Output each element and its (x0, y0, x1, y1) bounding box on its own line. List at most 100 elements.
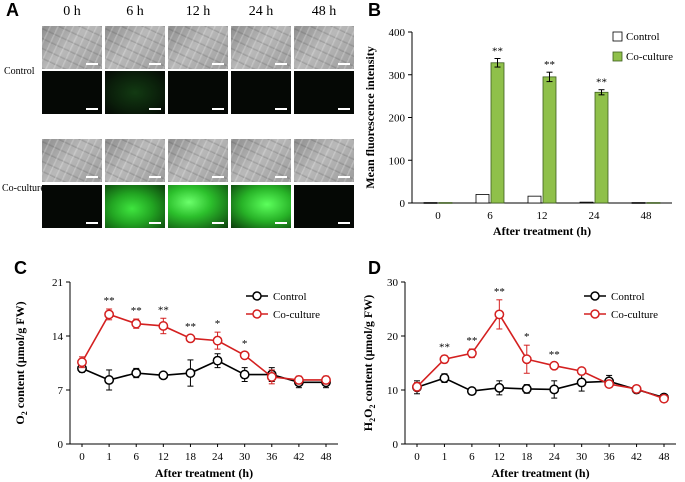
significance-marker: ** (131, 305, 142, 317)
micrograph-coculture-fl-48h (294, 185, 354, 228)
bar-control (631, 202, 646, 204)
legend-marker-coculture (252, 309, 262, 319)
x-tick-label: 1 (442, 451, 448, 463)
y-axis-title-sub: 2 (368, 418, 377, 422)
data-point-coculture (412, 381, 422, 392)
x-tick-label: 0 (79, 451, 85, 463)
significance-marker: ** (549, 349, 560, 361)
x-tick-label: 24 (212, 451, 224, 463)
data-point-coculture (104, 309, 115, 320)
data-point-control (185, 368, 196, 378)
y-tick-label: 300 (389, 70, 406, 82)
x-tick-label: 12 (537, 210, 548, 222)
time-label-6h: 6 h (126, 4, 144, 19)
x-tick-label: 18 (521, 451, 533, 463)
x-axis-title: After treatment (h) (155, 466, 253, 480)
time-label-24h: 24 h (248, 4, 274, 19)
significance-marker: ** (596, 77, 607, 89)
data-point-control (104, 375, 115, 385)
panel-b-letter: B (368, 0, 381, 20)
data-point-coculture (158, 321, 169, 331)
micrograph-coculture-bf-6h (105, 139, 165, 182)
panel-a-letter: A (6, 0, 19, 20)
significance-marker: ** (544, 59, 555, 71)
data-point-coculture (549, 360, 560, 371)
row-label-control: Control (4, 66, 35, 77)
data-point-control (576, 377, 587, 388)
micrograph-coculture-bf-24h (231, 139, 291, 182)
significance-marker: ** (494, 286, 505, 298)
panel-c-letter: C (14, 258, 27, 278)
x-tick-label: 48 (641, 210, 653, 222)
y-tick-label: 30 (387, 277, 399, 289)
legend-marker-coculture (590, 309, 600, 319)
data-point-control (549, 384, 560, 395)
y-tick-label: 0 (393, 439, 399, 451)
data-point-coculture (212, 335, 223, 346)
micrograph-coculture-bf-0h (42, 139, 102, 182)
x-tick-label: 18 (185, 451, 197, 463)
micrograph-coculture-fl-24h (231, 185, 291, 228)
y-axis-title-sub: 2 (20, 411, 29, 415)
bar-control (423, 202, 438, 204)
data-point-coculture (239, 350, 250, 361)
bar-control (527, 195, 542, 204)
micrograph-coculture-fl-12h (168, 185, 228, 228)
significance-marker: ** (104, 295, 115, 307)
x-tick-label: 30 (239, 451, 251, 463)
series-line-control (416, 377, 665, 399)
bar-coculture (594, 91, 609, 204)
legend-label-coculture: Co-culture (611, 309, 658, 321)
data-point-coculture (131, 318, 142, 329)
x-tick-label: 0 (414, 451, 420, 463)
y-tick-label: 21 (52, 277, 63, 289)
y-axis-title: H2O2 content (μmol/g FW) (361, 295, 377, 431)
y-axis-title-rest: content (μmol/g FW) (361, 295, 375, 405)
row-label-coculture: Co-culture (2, 183, 45, 194)
data-point-control (494, 382, 505, 393)
x-tick-label: 12 (494, 451, 505, 463)
x-tick-label: 12 (158, 451, 169, 463)
data-point-coculture (494, 309, 505, 320)
bar-coculture (542, 76, 557, 204)
x-tick-label: 0 (435, 210, 441, 222)
y-axis-title-main: O (13, 415, 27, 424)
x-axis-title: After treatment (h) (493, 224, 591, 238)
micrograph-control-bf-48h (294, 26, 354, 69)
x-tick-label: 24 (589, 210, 601, 222)
data-point-coculture (521, 354, 532, 365)
legend-marker-control (590, 291, 600, 301)
y-tick-label: 14 (52, 331, 64, 343)
y-axis-title-main: H (361, 421, 375, 431)
y-tick-label: 100 (389, 155, 406, 167)
series-line-coculture (81, 313, 326, 381)
y-axis-title: Mean fluorescence intensity (363, 46, 377, 188)
data-point-control (521, 383, 532, 394)
data-point-coculture (185, 333, 196, 344)
data-point-control (239, 369, 250, 380)
significance-marker: ** (492, 46, 503, 58)
bar-control (579, 201, 594, 204)
legend-swatch-control (612, 31, 623, 42)
data-point-control (131, 368, 142, 378)
data-point-control (212, 355, 223, 366)
legend-label-coculture: Co-culture (626, 51, 673, 63)
y-tick-label: 10 (387, 385, 399, 397)
data-point-coculture (77, 357, 87, 368)
x-tick-label: 36 (266, 451, 278, 463)
time-label-12h: 12 h (185, 4, 211, 19)
x-tick-label: 36 (604, 451, 616, 463)
micrograph-control-bf-12h (168, 26, 228, 69)
data-point-coculture (466, 348, 477, 359)
time-label-48h: 48 h (311, 4, 337, 19)
y-tick-label: 20 (387, 331, 399, 343)
y-tick-label: 400 (389, 27, 406, 39)
y-axis-title: O2 content (μmol/g FW) (13, 301, 29, 424)
chart-b-fluorescence: 0 100 200 300 400 0 6 ** 12 ** 24 ** 48 After treatme… (363, 27, 673, 238)
data-point-coculture (266, 371, 277, 382)
data-point-coculture (631, 383, 642, 394)
micrograph-control-bf-0h (42, 26, 102, 69)
data-point-control (158, 370, 169, 381)
micrograph-coculture-fl-6h (105, 185, 165, 228)
